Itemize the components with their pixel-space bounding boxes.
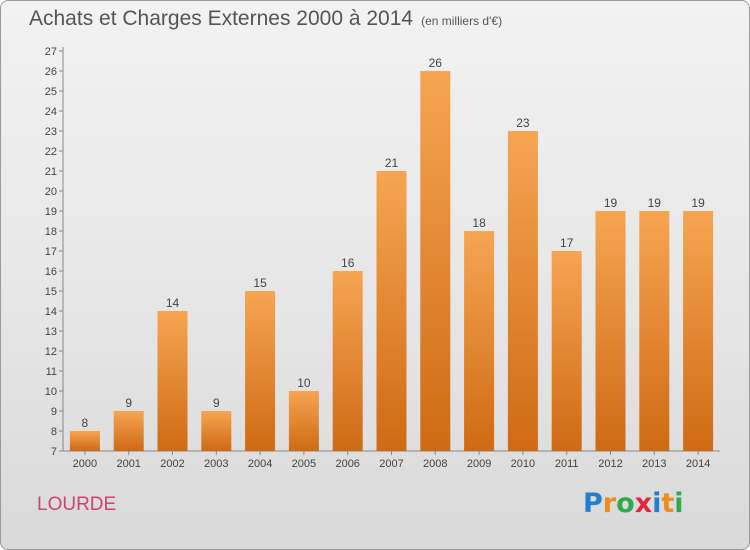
x-tick-label: 2009 xyxy=(467,458,491,470)
x-tick-label: 2004 xyxy=(248,458,272,470)
y-tick-label: 23 xyxy=(45,126,57,138)
bar-value-label: 17 xyxy=(560,236,574,250)
y-tick-label: 9 xyxy=(51,406,57,418)
x-tick-label: 2014 xyxy=(686,458,710,470)
x-tick-label: 2006 xyxy=(335,458,359,470)
logo-letter: o xyxy=(616,488,635,519)
y-tick-label: 8 xyxy=(51,426,57,438)
bar xyxy=(595,211,626,451)
logo-letter: i xyxy=(674,488,684,519)
y-tick-label: 21 xyxy=(45,166,57,178)
x-tick-label: 2013 xyxy=(642,458,666,470)
y-tick-label: 12 xyxy=(45,346,57,358)
bar xyxy=(376,171,407,451)
bar-value-label: 19 xyxy=(604,196,618,210)
logo-letter: x xyxy=(634,488,653,519)
y-tick-label: 22 xyxy=(45,146,57,158)
bar-value-label: 9 xyxy=(125,396,132,410)
bar xyxy=(683,211,714,451)
subtitle-text: (en milliers d'€) xyxy=(421,14,503,28)
bar xyxy=(420,71,451,451)
bar xyxy=(201,411,232,451)
bar xyxy=(69,431,100,451)
bar-value-label: 14 xyxy=(166,296,180,310)
y-tick-label: 17 xyxy=(45,246,57,258)
y-tick-label: 20 xyxy=(45,186,57,198)
bar-value-label: 18 xyxy=(472,216,486,230)
bar xyxy=(245,291,276,451)
bar-value-label: 10 xyxy=(297,376,311,390)
bar xyxy=(639,211,670,451)
bar xyxy=(288,391,319,451)
bar xyxy=(157,311,188,451)
logo-letter: i xyxy=(652,488,662,519)
bar-value-label: 19 xyxy=(691,196,705,210)
bar-value-label: 8 xyxy=(82,416,89,430)
y-tick-label: 13 xyxy=(45,326,57,338)
x-tick-label: 2003 xyxy=(204,458,228,470)
title-text: Achats et Charges Externes 2000 à 2014 xyxy=(29,7,414,30)
logo-letter: P xyxy=(583,488,603,519)
y-tick-label: 10 xyxy=(45,386,57,398)
y-tick-label: 14 xyxy=(45,306,57,318)
logo-letter: t xyxy=(661,488,675,519)
bar-value-label: 19 xyxy=(648,196,662,210)
y-tick-label: 19 xyxy=(45,206,57,218)
y-tick-label: 25 xyxy=(45,86,57,98)
x-tick-label: 2010 xyxy=(511,458,535,470)
bar xyxy=(113,411,144,451)
y-tick-label: 27 xyxy=(45,46,57,58)
bar xyxy=(464,231,495,451)
chart-title: Achats et Charges Externes 2000 à 2014 (e… xyxy=(29,7,502,31)
bar xyxy=(332,271,363,451)
y-tick-label: 7 xyxy=(51,446,57,458)
x-tick-label: 2011 xyxy=(555,458,579,470)
y-tick-label: 11 xyxy=(46,366,57,378)
x-tick-label: 2002 xyxy=(160,458,184,470)
y-tick-label: 18 xyxy=(45,226,57,238)
x-tick-label: 2005 xyxy=(292,458,316,470)
bar-value-label: 23 xyxy=(516,116,530,130)
y-tick-label: 16 xyxy=(45,266,57,278)
bar-value-label: 21 xyxy=(385,156,399,170)
bar-value-label: 26 xyxy=(429,56,443,70)
proxiti-logo: Proxiti xyxy=(583,488,684,519)
x-tick-label: 2007 xyxy=(379,458,403,470)
x-tick-label: 2012 xyxy=(598,458,622,470)
bar-value-label: 15 xyxy=(253,276,267,290)
place-name: LOURDE xyxy=(37,494,117,515)
x-tick-label: 2008 xyxy=(423,458,447,470)
y-tick-label: 24 xyxy=(45,106,57,118)
bar-value-label: 9 xyxy=(213,396,220,410)
bar xyxy=(551,251,582,451)
x-tick-label: 2000 xyxy=(73,458,97,470)
bar xyxy=(507,131,538,451)
y-tick-label: 26 xyxy=(45,66,57,78)
bar-value-label: 16 xyxy=(341,256,355,270)
y-tick-label: 15 xyxy=(45,286,57,298)
logo-letter: r xyxy=(602,488,617,519)
x-tick-label: 2001 xyxy=(116,458,140,470)
